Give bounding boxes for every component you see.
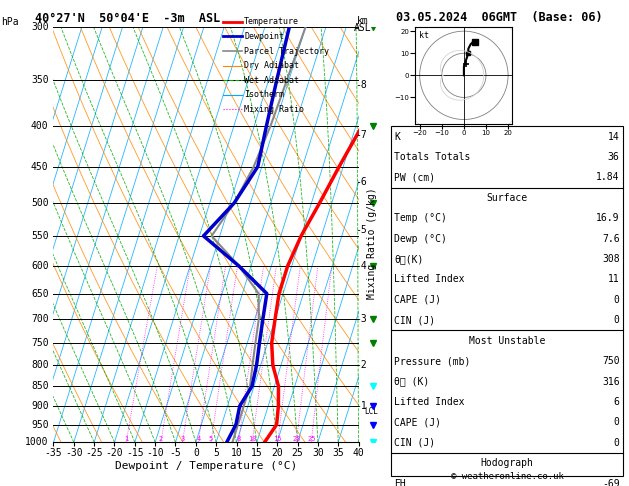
Text: θᴇ(K): θᴇ(K) <box>394 254 424 264</box>
Text: 0: 0 <box>614 417 620 427</box>
Text: 950: 950 <box>31 419 48 430</box>
Text: 500: 500 <box>31 198 48 208</box>
Text: CIN (J): CIN (J) <box>394 315 435 325</box>
Text: Hodograph: Hodograph <box>481 458 533 468</box>
Text: 700: 700 <box>31 314 48 324</box>
Text: Parcel Trajectory: Parcel Trajectory <box>244 47 329 55</box>
Text: -8: -8 <box>355 80 367 90</box>
Text: Temp (°C): Temp (°C) <box>394 213 447 223</box>
Text: 1: 1 <box>124 436 128 442</box>
Text: Dewp (°C): Dewp (°C) <box>394 234 447 243</box>
Text: 0: 0 <box>614 295 620 305</box>
Text: Wet Adiabat: Wet Adiabat <box>244 76 299 85</box>
X-axis label: Dewpoint / Temperature (°C): Dewpoint / Temperature (°C) <box>115 461 297 470</box>
Text: EH: EH <box>394 479 406 486</box>
Text: Surface: Surface <box>486 193 528 203</box>
Text: 750: 750 <box>31 338 48 348</box>
Text: Lifted Index: Lifted Index <box>394 275 465 284</box>
Text: 16.9: 16.9 <box>596 213 620 223</box>
Text: 14: 14 <box>608 132 620 141</box>
Text: -4: -4 <box>355 261 367 271</box>
Text: Pressure (mb): Pressure (mb) <box>394 356 470 366</box>
Text: PW (cm): PW (cm) <box>394 173 435 182</box>
Text: -7: -7 <box>355 130 367 139</box>
Text: Isotherm: Isotherm <box>244 90 284 99</box>
Text: -3: -3 <box>355 314 367 324</box>
Text: 300: 300 <box>31 22 48 32</box>
Text: Dry Adiabat: Dry Adiabat <box>244 61 299 70</box>
Text: 750: 750 <box>602 356 620 366</box>
Text: ASL: ASL <box>354 23 372 34</box>
Text: 6: 6 <box>614 397 620 407</box>
Text: 1.84: 1.84 <box>596 173 620 182</box>
Text: -69: -69 <box>602 479 620 486</box>
Text: © weatheronline.co.uk: © weatheronline.co.uk <box>450 472 564 481</box>
Text: Dewpoint: Dewpoint <box>244 32 284 41</box>
Text: Mixing Ratio (g/kg): Mixing Ratio (g/kg) <box>367 187 377 299</box>
Text: 650: 650 <box>31 289 48 298</box>
Text: CAPE (J): CAPE (J) <box>394 295 442 305</box>
Text: 25: 25 <box>307 436 316 442</box>
Text: 7.6: 7.6 <box>602 234 620 243</box>
Text: 550: 550 <box>31 231 48 241</box>
Text: Temperature: Temperature <box>244 17 299 26</box>
Text: 40°27'N  50°04'E  -3m  ASL: 40°27'N 50°04'E -3m ASL <box>35 12 220 25</box>
Text: 5: 5 <box>209 436 213 442</box>
Text: 10: 10 <box>248 436 257 442</box>
Text: 850: 850 <box>31 381 48 391</box>
Text: 600: 600 <box>31 261 48 271</box>
Text: 03.05.2024  06GMT  (Base: 06): 03.05.2024 06GMT (Base: 06) <box>396 11 603 24</box>
Text: 0: 0 <box>614 315 620 325</box>
Text: 36: 36 <box>608 152 620 162</box>
Text: 3: 3 <box>181 436 184 442</box>
Text: 0: 0 <box>614 438 620 448</box>
Text: -6: -6 <box>355 177 367 187</box>
Text: CAPE (J): CAPE (J) <box>394 417 442 427</box>
Text: 4: 4 <box>196 436 201 442</box>
Text: 308: 308 <box>602 254 620 264</box>
Text: km: km <box>357 16 369 26</box>
Text: K: K <box>394 132 400 141</box>
Text: 400: 400 <box>31 121 48 131</box>
Text: 900: 900 <box>31 401 48 411</box>
Text: 1000: 1000 <box>25 437 48 447</box>
Text: -1: -1 <box>355 401 367 411</box>
Text: Most Unstable: Most Unstable <box>469 336 545 346</box>
Text: 316: 316 <box>602 377 620 386</box>
Text: CIN (J): CIN (J) <box>394 438 435 448</box>
Text: 800: 800 <box>31 360 48 370</box>
Text: 2: 2 <box>159 436 163 442</box>
Text: 8: 8 <box>237 436 241 442</box>
Text: Lifted Index: Lifted Index <box>394 397 465 407</box>
Text: Totals Totals: Totals Totals <box>394 152 470 162</box>
Text: -2: -2 <box>355 360 367 370</box>
Text: 450: 450 <box>31 162 48 172</box>
Text: θᴇ (K): θᴇ (K) <box>394 377 430 386</box>
Text: Mixing Ratio: Mixing Ratio <box>244 105 304 114</box>
Text: -5: -5 <box>355 225 367 235</box>
Text: kt: kt <box>419 31 429 40</box>
Text: 15: 15 <box>274 436 282 442</box>
Text: 11: 11 <box>608 275 620 284</box>
Text: LCL: LCL <box>364 407 378 416</box>
Text: 350: 350 <box>31 75 48 85</box>
Text: 20: 20 <box>292 436 301 442</box>
Text: hPa: hPa <box>1 17 19 27</box>
